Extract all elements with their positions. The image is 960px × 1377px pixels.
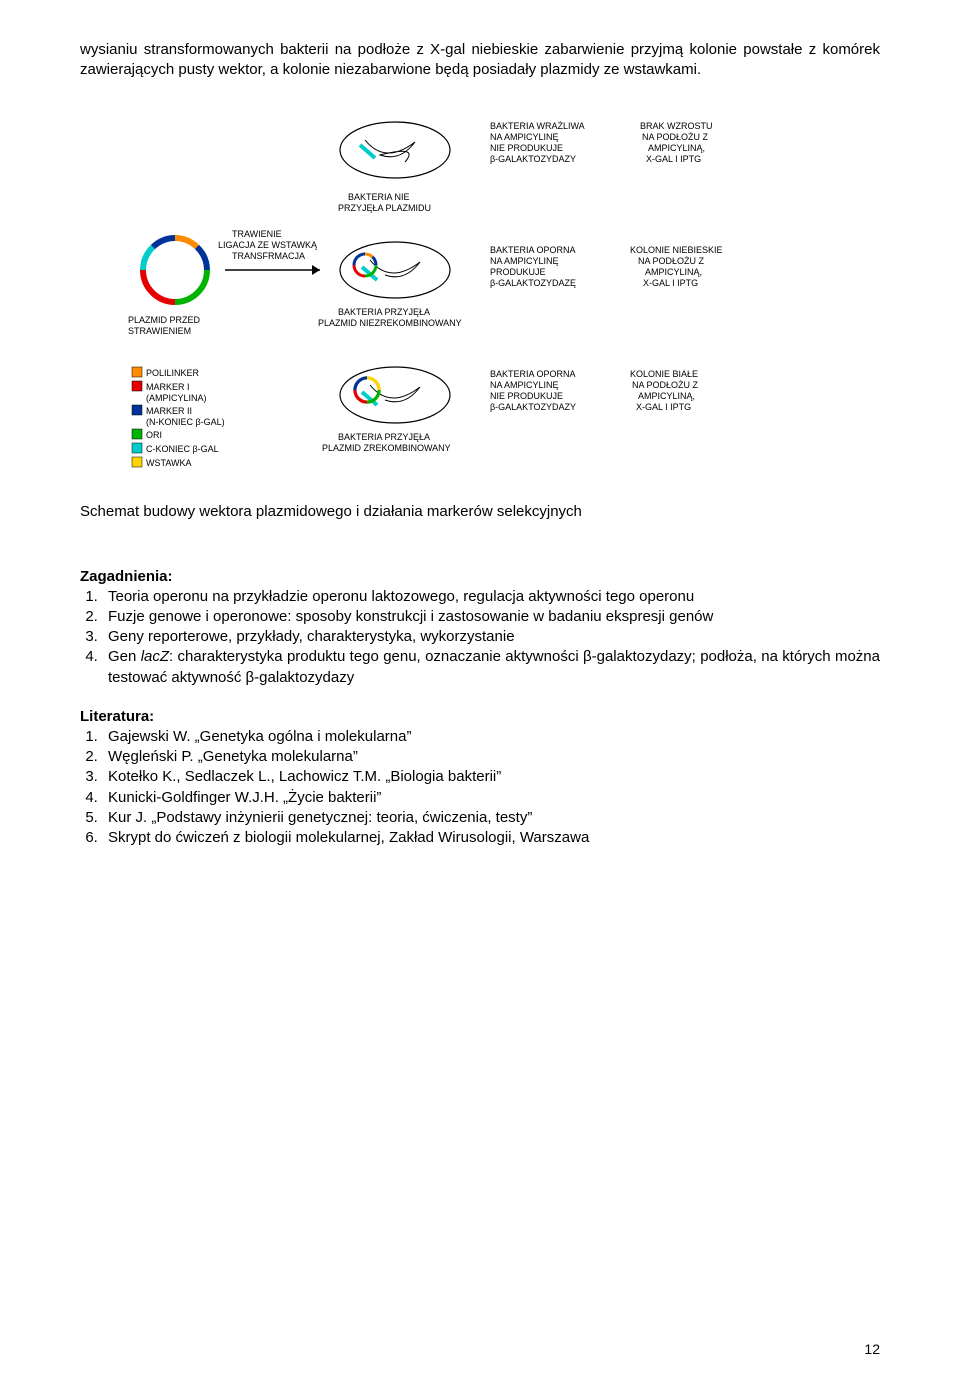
svg-text:(N-KONIEC β-GAL): (N-KONIEC β-GAL) — [146, 417, 225, 427]
list-item: Węgleński P. „Genetyka molekularna” — [102, 747, 880, 767]
top-desc-4: β-GALAKTOZYDAZY — [490, 154, 576, 164]
bot-bak-label-1: BAKTERIA PRZYJĘŁA — [338, 432, 430, 442]
bot-desc-3: NIE PRODUKUJE — [490, 391, 563, 401]
top-desc-1: BAKTERIA WRAŻLIWA — [490, 121, 585, 131]
mid-desc-3: PRODUKUJE — [490, 267, 546, 277]
plasmid-diagram: PLAZMID PRZED STRAWIENIEM TRAWIENIE LIGA… — [120, 105, 840, 485]
mid-desc-1: BAKTERIA OPORNA — [490, 245, 576, 255]
svg-text:MARKER I: MARKER I — [146, 382, 190, 392]
arrow-label-2: LIGACJA ZE WSTAWKĄ — [218, 240, 318, 250]
bot-result-2: NA PODŁOŻU Z — [632, 380, 699, 390]
bot-desc-1: BAKTERIA OPORNA — [490, 369, 576, 379]
literatura-list: Gajewski W. „Genetyka ogólna i molekular… — [80, 727, 880, 849]
mid-result-2: NA PODŁOŻU Z — [638, 256, 705, 266]
list-item: Skrypt do ćwiczeń z biologii molekularne… — [102, 828, 880, 848]
intro-paragraph: wysianiu stransformowanych bakterii na p… — [80, 40, 880, 81]
svg-text:WSTAWKA: WSTAWKA — [146, 458, 192, 468]
svg-text:MARKER II: MARKER II — [146, 406, 192, 416]
list-item: Teoria operonu na przykładzie operonu la… — [102, 587, 880, 607]
list-item: Kunicki-Goldfinger W.J.H. „Życie bakteri… — [102, 788, 880, 808]
zagadnienia-title: Zagadnienia: — [80, 568, 880, 585]
mid-result-1: KOLONIE NIEBIESKIE — [630, 245, 723, 255]
bot-result-3: AMPICYLINĄ, — [638, 391, 695, 401]
top-desc-2: NA AMPICYLINĘ — [490, 132, 559, 142]
top-bak-label-2: PRZYJĘŁA PLAZMIDU — [338, 203, 431, 213]
mid-result-3: AMPICYLINĄ, — [645, 267, 702, 277]
list-item: Gen lacZ: charakterystyka produktu tego … — [102, 647, 880, 688]
top-result-4: X-GAL I IPTG — [646, 154, 701, 164]
top-result-1: BRAK WZROSTU — [640, 121, 713, 131]
mid-bak-label-2: PLAZMID NIEZREKOMBINOWANY — [318, 318, 462, 328]
mid-desc-4: β-GALAKTOZYDAZĘ — [490, 278, 576, 288]
bot-result-1: KOLONIE BIAŁE — [630, 369, 698, 379]
mid-result-4: X-GAL I IPTG — [643, 278, 698, 288]
top-desc-3: NIE PRODUKUJE — [490, 143, 563, 153]
plasmid1-label: PLAZMID PRZED — [128, 315, 201, 325]
arrow-label-1: TRAWIENIE — [232, 229, 282, 239]
top-result-3: AMPICYLINĄ, — [648, 143, 705, 153]
list-item: Kotełko K., Sedlaczek L., Lachowicz T.M.… — [102, 767, 880, 787]
literatura-title: Literatura: — [80, 708, 880, 725]
list-item: Gajewski W. „Genetyka ogólna i molekular… — [102, 727, 880, 747]
list-item: Fuzje genowe i operonowe: sposoby konstr… — [102, 607, 880, 627]
bot-desc-2: NA AMPICYLINĘ — [490, 380, 559, 390]
mid-bak-label-1: BAKTERIA PRZYJĘŁA — [338, 307, 430, 317]
bot-desc-4: β-GALAKTOZYDAZY — [490, 402, 576, 412]
svg-text:C-KONIEC β-GAL: C-KONIEC β-GAL — [146, 444, 219, 454]
svg-text:ORI: ORI — [146, 430, 162, 440]
zagadnienia-list: Teoria operonu na przykładzie operonu la… — [80, 587, 880, 688]
page-number: 12 — [864, 1341, 880, 1357]
top-bak-label-1: BAKTERIA NIE — [348, 192, 410, 202]
list-item: Geny reporterowe, przykłady, charakterys… — [102, 627, 880, 647]
list-item: Kur J. „Podstawy inżynierii genetycznej:… — [102, 808, 880, 828]
bot-bak-label-2: PLAZMID ZREKOMBINOWANY — [322, 443, 451, 453]
diagram-caption: Schemat budowy wektora plazmidowego i dz… — [80, 503, 880, 520]
mid-desc-2: NA AMPICYLINĘ — [490, 256, 559, 266]
svg-text:POLILINKER: POLILINKER — [146, 368, 200, 378]
plasmid1-label-2: STRAWIENIEM — [128, 326, 191, 336]
arrow-label-3: TRANSFRMACJA — [232, 251, 305, 261]
top-result-2: NA PODŁOŻU Z — [642, 132, 709, 142]
bot-result-4: X-GAL I IPTG — [636, 402, 691, 412]
svg-text:(AMPICYLINA): (AMPICYLINA) — [146, 393, 207, 403]
